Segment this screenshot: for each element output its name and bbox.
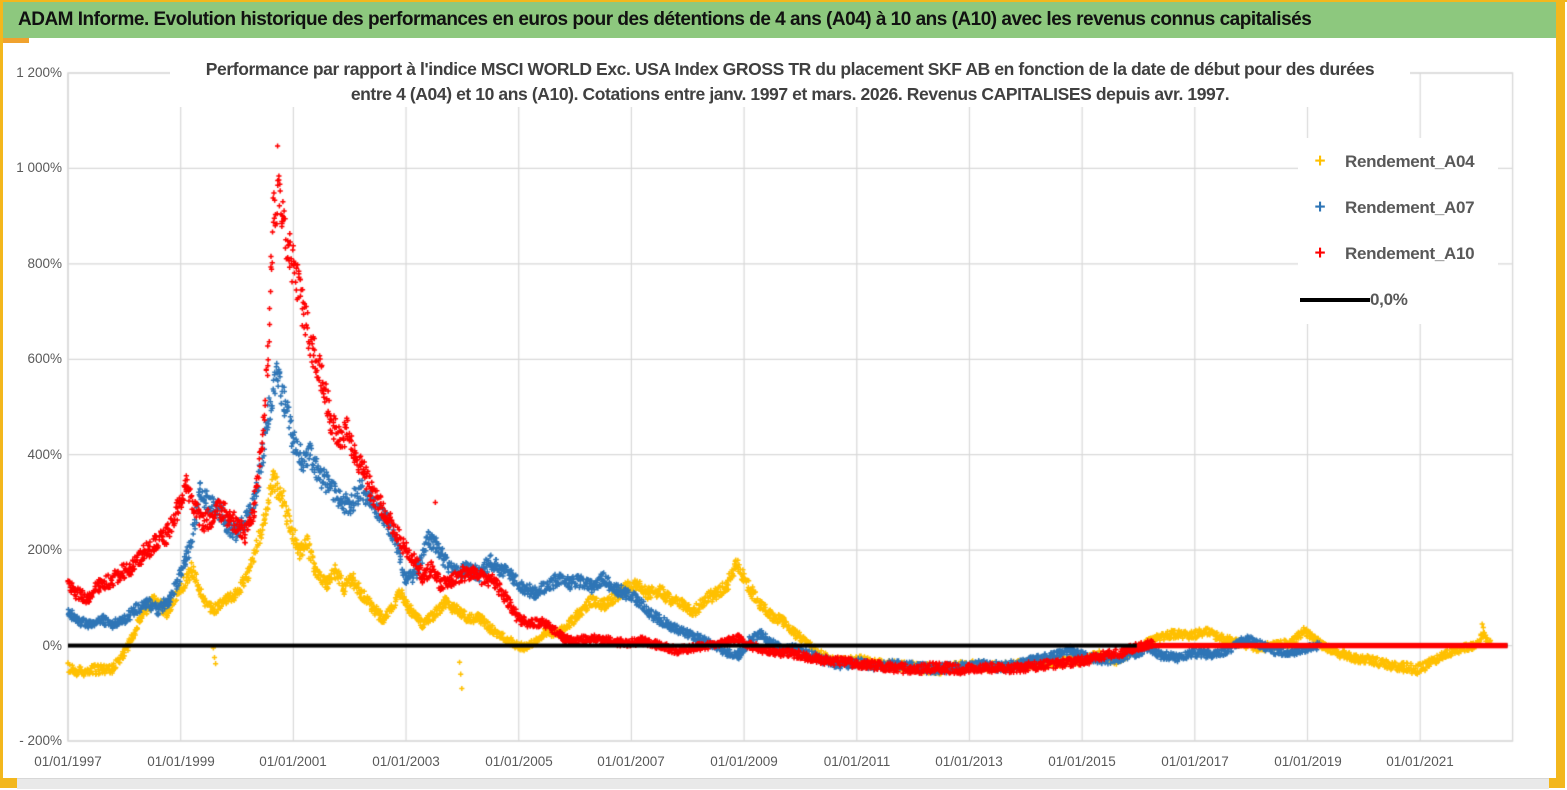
x-axis-label: 01/01/2001 — [259, 754, 327, 769]
legend-item-a07: + Rendement_A07 — [1298, 186, 1498, 230]
x-axis-label: 01/01/2009 — [710, 754, 778, 769]
legend-item-a10: + Rendement_A10 — [1298, 232, 1498, 276]
footer-corner-left — [3, 778, 17, 788]
y-axis-label: 800% — [27, 256, 62, 271]
chart-title-line2: entre 4 (A04) et 10 ans (A10). Cotations… — [350, 84, 1230, 104]
x-axis-label: 01/01/2005 — [485, 754, 553, 769]
legend-label: 0,0% — [1370, 290, 1408, 309]
y-axis-label: 400% — [27, 447, 62, 462]
x-axis-label: 01/01/2017 — [1161, 754, 1229, 769]
footer-strip — [17, 778, 1549, 789]
header-bar: ADAM Informe. Evolution historique des p… — [3, 2, 1556, 38]
frame-border-top — [0, 0, 1567, 2]
header-accent-dash — [3, 38, 29, 43]
footer-corner-right — [1549, 778, 1565, 788]
zero-line-swatch-icon — [1300, 297, 1370, 303]
legend-label: Rendement_A04 — [1345, 152, 1475, 171]
x-axis-label: 01/01/2003 — [372, 754, 440, 769]
y-axis-label: 0% — [42, 638, 62, 653]
chart-title: Performance par rapport à l'indice MSCI … — [170, 57, 1410, 107]
plus-marker-icon: + — [1314, 151, 1326, 172]
x-axis-label: 01/01/2011 — [823, 754, 891, 769]
legend-label: Rendement_A07 — [1345, 198, 1475, 217]
frame-border-left — [0, 0, 3, 788]
legend-item-a04: + Rendement_A04 — [1298, 140, 1498, 184]
x-axis-label: 01/01/1999 — [147, 754, 215, 769]
plus-marker-icon: + — [1314, 243, 1326, 264]
x-axis-label: 01/01/2007 — [597, 754, 665, 769]
x-axis-label: 01/01/2021 — [1386, 754, 1454, 769]
plus-marker-icon: + — [1314, 197, 1326, 218]
y-axis-label: 1 200% — [16, 65, 62, 80]
page-title: ADAM Informe. Evolution historique des p… — [18, 9, 1312, 30]
legend: + Rendement_A04 + Rendement_A07 + Rendem… — [1298, 138, 1498, 324]
chart-title-line1: Performance par rapport à l'indice MSCI … — [205, 59, 1375, 79]
y-axis-label: 200% — [27, 542, 62, 557]
y-axis-label: 600% — [27, 351, 62, 366]
x-axis-label: 01/01/2013 — [935, 754, 1003, 769]
x-axis-label: 01/01/2015 — [1048, 754, 1116, 769]
x-axis-label: 01/01/1997 — [34, 754, 102, 769]
y-axis-label: - 200% — [19, 733, 62, 748]
legend-item-zero-line: 0,0% — [1298, 278, 1498, 322]
y-axis-label: 1 000% — [16, 160, 62, 175]
frame-border-right — [1556, 0, 1565, 788]
x-axis-label: 01/01/2019 — [1274, 754, 1342, 769]
legend-label: Rendement_A10 — [1345, 244, 1475, 263]
